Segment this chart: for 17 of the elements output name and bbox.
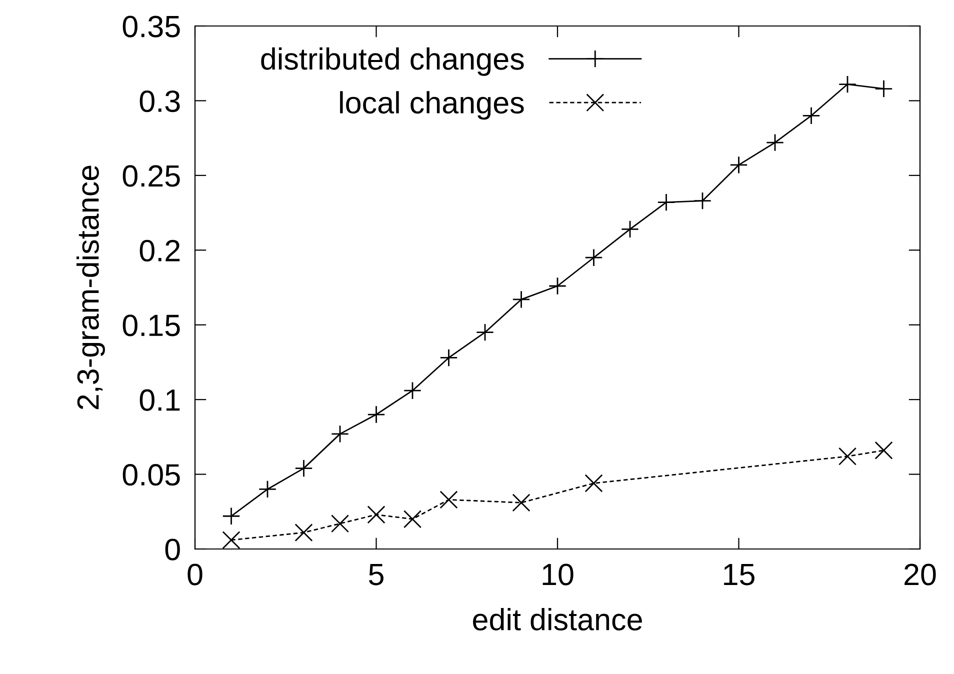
y-tick-label: 0.3 xyxy=(140,90,180,112)
y-axis-title: 2,3-gram-distance xyxy=(76,166,105,410)
x-tick-label: 20 xyxy=(904,564,936,586)
x-tick-label: 0 xyxy=(188,564,202,586)
y-tick-label: 0.2 xyxy=(140,240,180,262)
y-tick-label: 0 xyxy=(165,538,180,560)
y-tick-label: 0.15 xyxy=(122,314,180,336)
y-tick-label: 0.35 xyxy=(122,16,180,38)
x-tick-label: 5 xyxy=(368,564,384,586)
legend-label: local changes xyxy=(340,91,524,120)
y-tick-label: 0.25 xyxy=(122,165,180,187)
x-axis-title: edit distance xyxy=(473,608,642,630)
y-tick-label: 0.05 xyxy=(122,464,180,486)
y-tick-label: 0.1 xyxy=(140,389,180,411)
x-tick-label: 10 xyxy=(542,564,574,586)
x-tick-label: 15 xyxy=(724,564,754,586)
legend-label: distributed changes xyxy=(261,47,524,76)
